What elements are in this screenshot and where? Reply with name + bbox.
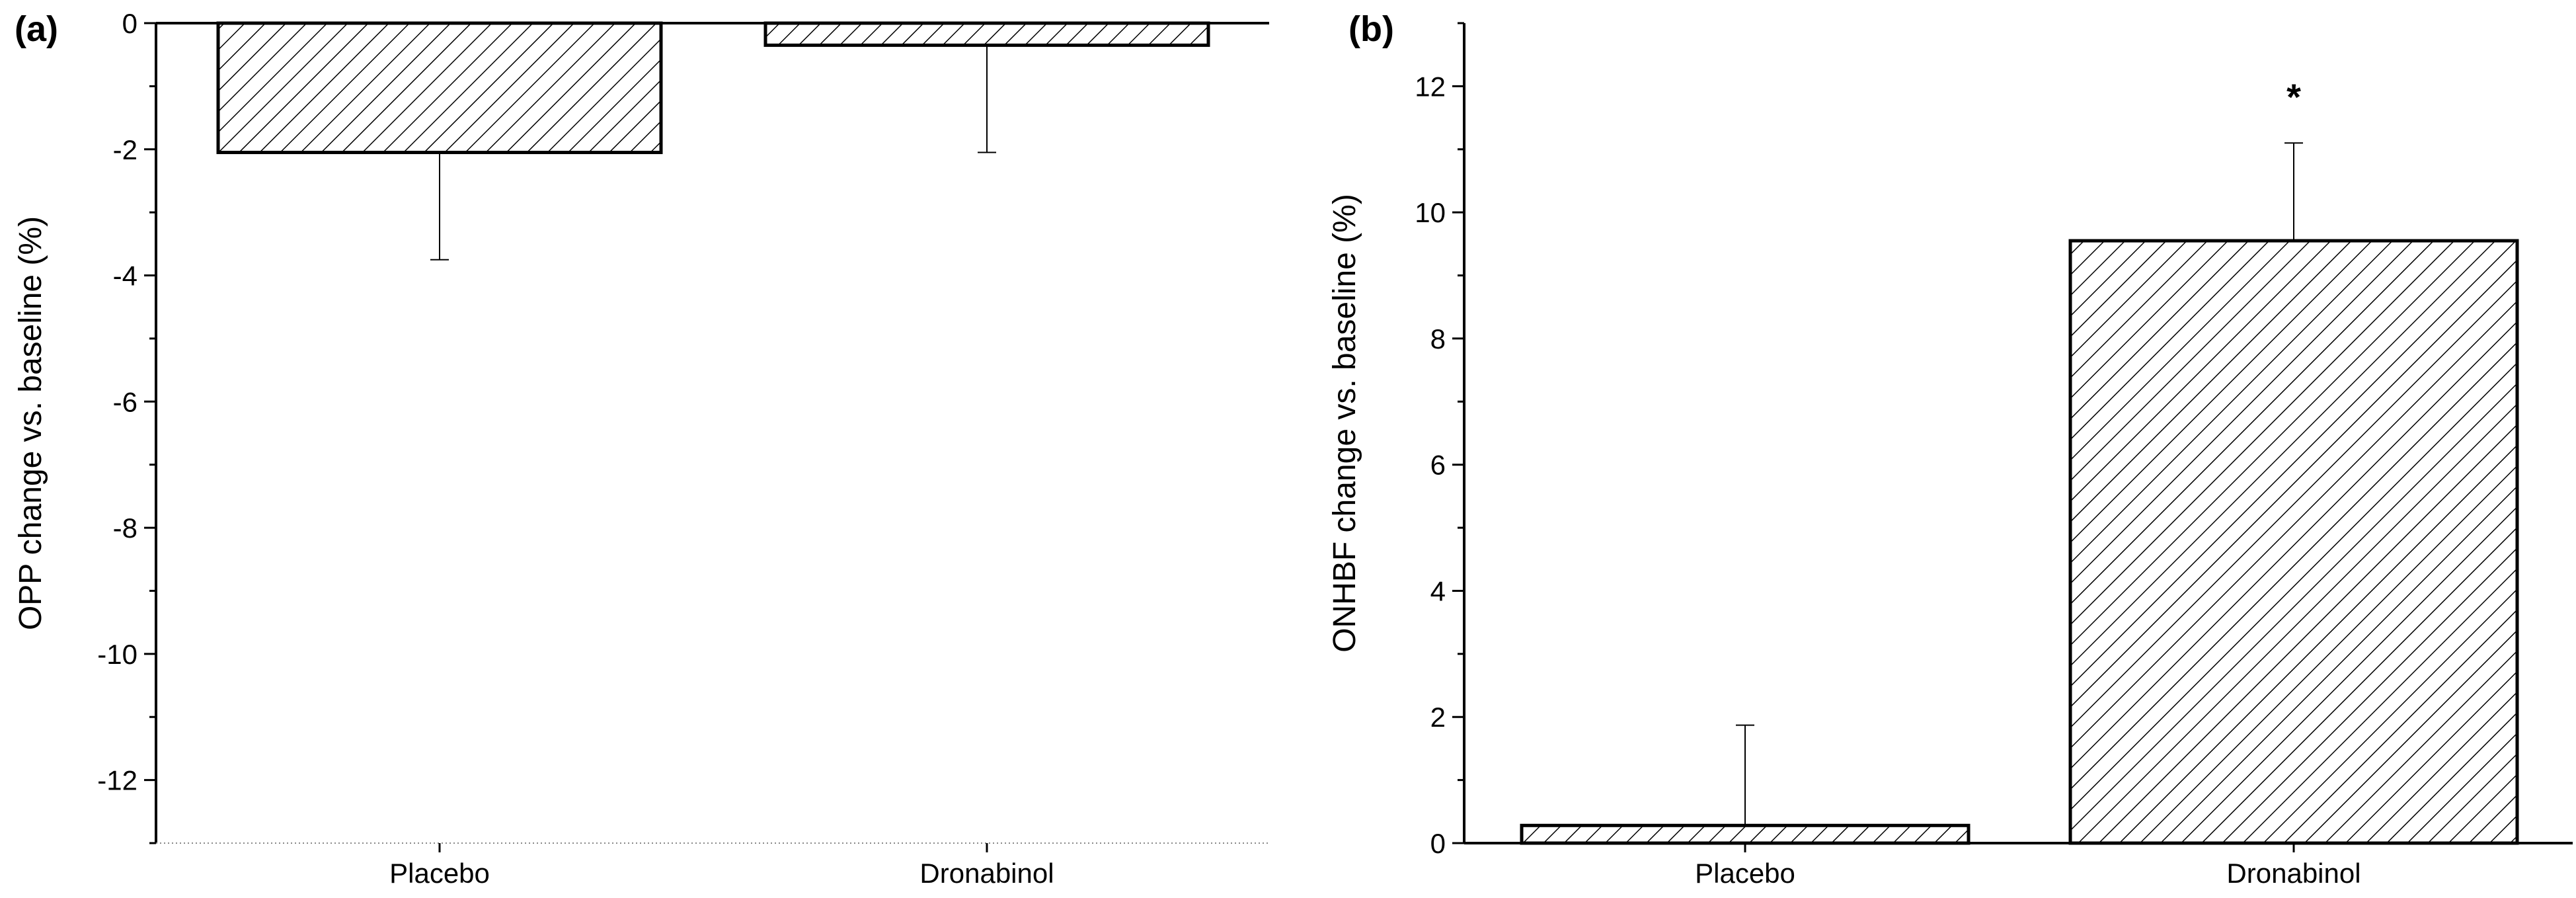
bar bbox=[216, 21, 663, 155]
y-tick-label: 0 bbox=[122, 8, 137, 39]
y-tick-label: -2 bbox=[113, 134, 137, 165]
chart-panel-b: (b) 0 2 4 6 8 10 12 Placebo Dronabinol * ONHBF … bbox=[1327, 9, 2573, 889]
y-tick-label: 10 bbox=[1415, 197, 1446, 228]
x-category-labels: Placebo Dronabinol bbox=[389, 858, 1054, 889]
y-tick-label: -6 bbox=[113, 386, 137, 417]
chart-panel-a: (a) -12 -10 -8 -6 -4 -2 0 Placebo Dronabinol OP… bbox=[13, 8, 1269, 889]
bar bbox=[2068, 239, 2519, 845]
bar-group bbox=[216, 21, 1210, 155]
y-axis-title: ONHBF change vs. baseline (%) bbox=[1327, 194, 1362, 653]
annotations: * bbox=[2286, 76, 2301, 118]
axes bbox=[155, 22, 1269, 844]
y-tick-label: 0 bbox=[1430, 828, 1446, 859]
y-tick-label: -4 bbox=[113, 261, 137, 292]
significance-marker: * bbox=[2286, 76, 2301, 118]
x-category-label: Dronabinol bbox=[2226, 858, 2361, 889]
y-tick-label: 12 bbox=[1415, 71, 1446, 102]
error-bar-group bbox=[430, 45, 996, 261]
y-tick-label: 8 bbox=[1430, 323, 1446, 354]
bar-group bbox=[1520, 239, 2519, 845]
y-tick-label: 4 bbox=[1430, 575, 1446, 606]
y-ticks: -12 -10 -8 -6 -4 -2 0 bbox=[97, 8, 988, 852]
x-category-labels: Placebo Dronabinol bbox=[1695, 858, 2361, 889]
panel-label: (b) bbox=[1348, 9, 1394, 49]
bar bbox=[763, 21, 1210, 47]
error-bar-group bbox=[1736, 142, 2303, 826]
y-tick-label: -10 bbox=[97, 639, 137, 670]
axes bbox=[1463, 23, 2573, 844]
y-tick-label: -12 bbox=[97, 765, 137, 796]
y-tick-label: 2 bbox=[1430, 702, 1446, 733]
bar bbox=[1520, 823, 1971, 845]
x-category-label: Dronabinol bbox=[919, 858, 1054, 889]
y-tick-label: 6 bbox=[1430, 450, 1446, 481]
panel-label: (a) bbox=[15, 9, 58, 49]
y-tick-label: -8 bbox=[113, 512, 137, 544]
x-category-label: Placebo bbox=[389, 858, 490, 889]
y-ticks: 0 2 4 6 8 10 12 bbox=[1415, 22, 2295, 859]
x-category-label: Placebo bbox=[1695, 858, 1795, 889]
y-axis-title: OPP change vs. baseline (%) bbox=[13, 216, 48, 630]
